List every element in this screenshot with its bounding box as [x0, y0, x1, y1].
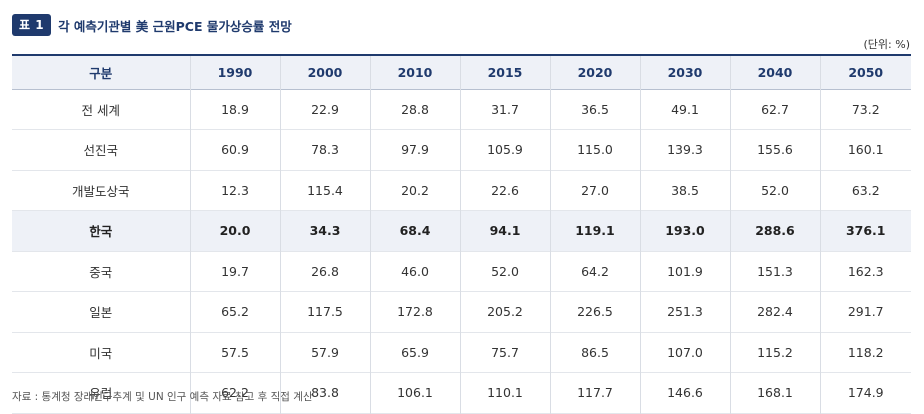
- table-row: 전 세계 18.9 22.9 28.8 31.7 36.5 49.1 62.7 …: [12, 89, 911, 130]
- table-cell: 117.7: [549, 372, 640, 413]
- column-header: 2010: [369, 55, 460, 89]
- table-cell: 193.0: [639, 210, 730, 251]
- row-label: 유럽: [89, 386, 113, 402]
- column-header: 1990: [189, 55, 280, 89]
- header-row: 구분 1990 2000 2010 2015 2020 2030 2040 20…: [12, 55, 911, 89]
- table-cell: 115.4: [279, 170, 370, 211]
- table-row: 일본 65.2 117.5 172.8 205.2 226.5 251.3 28…: [12, 291, 911, 332]
- table-cell: 18.9: [189, 89, 280, 130]
- table-row: 유럽 62.2 83.8 106.1 110.1 117.7 146.6 168…: [12, 372, 911, 413]
- row-label: 전 세계: [81, 102, 120, 118]
- column-header: 2015: [459, 55, 550, 89]
- table-cell: 62.2: [189, 372, 280, 413]
- table-cell: 162.3: [819, 251, 911, 292]
- table-cell: 115.0: [549, 129, 640, 170]
- table-cell: 65.2: [189, 291, 280, 332]
- table-cell: 139.3: [639, 129, 730, 170]
- column-header: 2040: [729, 55, 820, 89]
- table-cell: 101.9: [639, 251, 730, 292]
- table-cell: 65.9: [369, 332, 460, 373]
- table-cell: 118.2: [819, 332, 911, 373]
- table-cell: 119.1: [549, 210, 640, 251]
- row-label: 미국: [89, 345, 113, 361]
- table-cell: 57.5: [189, 332, 280, 373]
- table-cell: 205.2: [459, 291, 550, 332]
- row-label: 개발도상국: [71, 183, 130, 199]
- row-label: 일본: [89, 305, 113, 321]
- table-cell: 174.9: [819, 372, 911, 413]
- table-cell: 288.6: [729, 210, 820, 251]
- row-label: 한국: [89, 224, 113, 240]
- table-row: 미국 57.5 57.9 65.9 75.7 86.5 107.0 115.2 …: [12, 332, 911, 373]
- table-cell: 49.1: [639, 89, 730, 130]
- table-cell: 60.9: [189, 129, 280, 170]
- table-cell: 172.8: [369, 291, 460, 332]
- table-cell: 160.1: [819, 129, 911, 170]
- source-note: 자료 : 통계청 장래인구추계 및 UN 인구 예측 자료 참고 후 직접 계산: [12, 391, 313, 403]
- table-cell: 105.9: [459, 129, 550, 170]
- table-cell: 83.8: [279, 372, 370, 413]
- table-cell: 73.2: [819, 89, 911, 130]
- table-cell: 155.6: [729, 129, 820, 170]
- table-cell: 20.2: [369, 170, 460, 211]
- table-cell: 78.3: [279, 129, 370, 170]
- table-cell: 107.0: [639, 332, 730, 373]
- table-cell: 38.5: [639, 170, 730, 211]
- table-cell: 22.6: [459, 170, 550, 211]
- table-cell: 226.5: [549, 291, 640, 332]
- table-cell: 12.3: [189, 170, 280, 211]
- row-label: 선진국: [83, 143, 118, 159]
- table-cell: 146.6: [639, 372, 730, 413]
- table-cell: 115.2: [729, 332, 820, 373]
- table-cell: 46.0: [369, 251, 460, 292]
- table-cell: 291.7: [819, 291, 911, 332]
- table-cell: 86.5: [549, 332, 640, 373]
- table-cell: 34.3: [279, 210, 370, 251]
- table-cell: 19.7: [189, 251, 280, 292]
- table-cell: 20.0: [189, 210, 280, 251]
- table-cell: 63.2: [819, 170, 911, 211]
- table-cell: 27.0: [549, 170, 640, 211]
- column-header: 2020: [549, 55, 640, 89]
- table-number-badge: 표 1: [12, 14, 52, 36]
- table-row: 중국 19.7 26.8 46.0 52.0 64.2 101.9 151.3 …: [12, 251, 911, 292]
- table-row: 개발도상국 12.3 115.4 20.2 22.6 27.0 38.5 52.…: [12, 170, 911, 211]
- table-cell: 52.0: [459, 251, 550, 292]
- table-cell: 106.1: [369, 372, 460, 413]
- table-cell: 117.5: [279, 291, 370, 332]
- table-cell: 52.0: [729, 170, 820, 211]
- table-cell: 168.1: [729, 372, 820, 413]
- data-table: 구분 1990 2000 2010 2015 2020 2030 2040 20…: [12, 54, 911, 414]
- table-cell: 57.9: [279, 332, 370, 373]
- column-header: 2000: [279, 55, 370, 89]
- table-cell: 151.3: [729, 251, 820, 292]
- unit-label: (단위: %): [863, 38, 910, 51]
- column-header: 2030: [639, 55, 730, 89]
- column-header: 2050: [819, 55, 911, 89]
- table-caption: 표 1 각 예측기관별 美 근원PCE 물가상승률 전망: [12, 14, 292, 36]
- table-cell: 97.9: [369, 129, 460, 170]
- table-cell: 68.4: [369, 210, 460, 251]
- table-cell: 22.9: [279, 89, 370, 130]
- table-cell: 94.1: [459, 210, 550, 251]
- table-cell: 282.4: [729, 291, 820, 332]
- table-title: 각 예측기관별 美 근원PCE 물가상승률 전망: [58, 18, 292, 34]
- table-row: 선진국 60.9 78.3 97.9 105.9 115.0 139.3 155…: [12, 129, 911, 170]
- column-header: 구분: [89, 65, 113, 81]
- table-cell: 26.8: [279, 251, 370, 292]
- table-cell: 376.1: [819, 210, 911, 251]
- table-cell: 28.8: [369, 89, 460, 130]
- table-cell: 75.7: [459, 332, 550, 373]
- table-cell: 36.5: [549, 89, 640, 130]
- table-cell: 251.3: [639, 291, 730, 332]
- table-cell: 64.2: [549, 251, 640, 292]
- table-cell: 31.7: [459, 89, 550, 130]
- table-cell: 62.7: [729, 89, 820, 130]
- table-row-highlighted: 한국 20.0 34.3 68.4 94.1 119.1 193.0 288.6…: [12, 210, 911, 251]
- table-cell: 110.1: [459, 372, 550, 413]
- row-label: 중국: [89, 264, 113, 280]
